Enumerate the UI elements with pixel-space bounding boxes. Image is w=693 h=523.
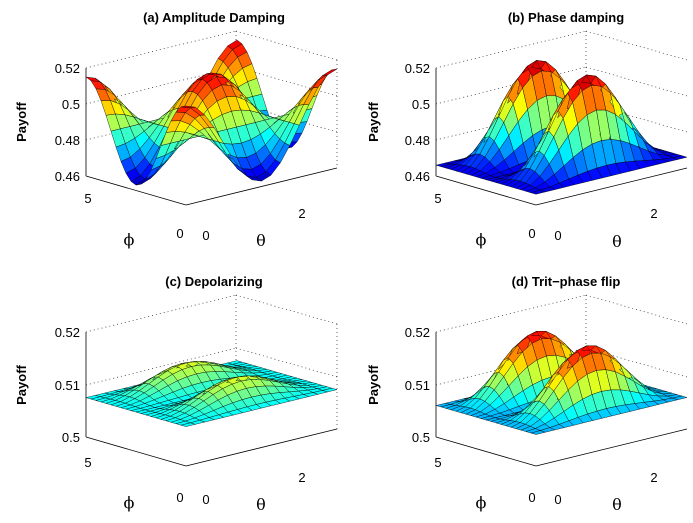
panel-a-grid-line <box>235 30 338 61</box>
panel-b: (b) Phase damping 0.52 0.5 0.48 0.46 Pay… <box>366 10 688 251</box>
panel-a-surface <box>85 39 338 186</box>
panel-a-x-tick: 0 <box>202 228 209 243</box>
panel-d-y-tick: 5 <box>434 455 441 470</box>
panel-c-x-tick: 0 <box>202 492 209 507</box>
panel-a-y-axis <box>85 175 187 206</box>
panel-c-z-label: Payoff <box>14 364 29 404</box>
panel-a-grid-line <box>85 30 237 69</box>
panel-a-title: (a) Amplitude Damping <box>143 10 285 25</box>
panel-d-y-axis <box>435 436 537 467</box>
panel-a-y-tick: 0 <box>176 226 183 241</box>
panel-a-x-label: θ <box>256 231 266 250</box>
panel-c-title: (c) Depolarizing <box>165 274 263 289</box>
panel-b-z-label: Payoff <box>366 101 381 141</box>
panel-b-title: (b) Phase damping <box>508 10 624 25</box>
panel-c-x-tick: 2 <box>298 470 305 485</box>
panel-b-y-axis <box>435 175 537 206</box>
panel-b-y-label: ϕ <box>476 230 487 249</box>
panel-c: (c) Depolarizing 0.52 0.51 0.5 Payoff 5 … <box>14 274 338 514</box>
panel-a: (a) Amplitude Damping 0.52 0.5 0.48 0.46… <box>14 10 338 250</box>
panel-c-z-tick: 0.51 <box>55 378 80 393</box>
panel-c-grid-line <box>85 294 237 333</box>
panel-d-z-label: Payoff <box>366 364 381 404</box>
panel-c-x-axis <box>185 428 338 467</box>
panel-b-x-label: θ <box>612 232 622 251</box>
panel-d-x-label: θ <box>612 495 622 514</box>
panel-c-grid-line <box>85 347 237 386</box>
panel-d-title: (d) Trit−phase flip <box>512 274 621 289</box>
panel-b-grid-line <box>435 66 587 105</box>
panel-a-z-tick: 0.52 <box>55 61 80 76</box>
surface-patch <box>671 395 688 401</box>
panel-d-y-label: ϕ <box>476 493 487 512</box>
panel-b-x-axis <box>535 167 688 206</box>
panel-a-x-axis <box>185 167 338 206</box>
panel-b-surface <box>435 60 688 195</box>
panel-a-z-tick: 0.46 <box>55 169 80 184</box>
panel-c-y-tick: 0 <box>176 490 183 505</box>
panel-a-y-label: ϕ <box>124 230 135 249</box>
panel-b-grid-line <box>435 30 587 69</box>
panel-a-z-label: Payoff <box>14 101 29 141</box>
panel-a-z-tick: 0.5 <box>62 97 80 112</box>
panel-c-walls <box>85 294 338 429</box>
panel-a-z-tick: 0.48 <box>55 133 80 148</box>
panel-b-x-tick: 2 <box>650 206 657 221</box>
panel-a-grid-line <box>235 66 338 97</box>
panel-b-x-tick: 0 <box>554 228 561 243</box>
panel-c-z-tick: 0.52 <box>55 325 80 340</box>
panel-c-z-tick: 0.5 <box>62 430 80 445</box>
panel-d-z-tick: 0.5 <box>412 430 430 445</box>
panel-c-y-axis <box>85 436 187 467</box>
panel-c-x-label: θ <box>256 495 266 514</box>
panel-b-grid-line <box>585 102 688 133</box>
panel-b-z-tick: 0.48 <box>405 133 430 148</box>
panel-d-surface <box>435 330 688 435</box>
panel-c-grid-line <box>235 347 338 378</box>
panel-d-z-tick: 0.51 <box>405 378 430 393</box>
panel-d-z-tick: 0.52 <box>405 325 430 340</box>
panel-b-y-tick: 0 <box>528 226 535 241</box>
surface-patch <box>321 387 338 393</box>
panel-b-z-tick: 0.46 <box>405 169 430 184</box>
panel-c-y-tick: 5 <box>84 455 91 470</box>
panel-d: (d) Trit−phase flip 0.52 0.51 0.5 Payoff… <box>366 274 688 514</box>
panel-d-grid-line <box>585 347 688 378</box>
panel-b-grid-line <box>585 66 688 97</box>
panel-b-grid-line <box>585 30 688 61</box>
panel-b-z-tick: 0.52 <box>405 61 430 76</box>
panel-d-grid-line <box>435 294 587 333</box>
surface-patch <box>322 68 338 76</box>
panel-c-y-label: ϕ <box>124 493 135 512</box>
panel-d-x-tick: 0 <box>554 492 561 507</box>
panel-d-x-tick: 2 <box>650 470 657 485</box>
panel-c-surface <box>85 360 338 427</box>
panel-a-x-tick: 2 <box>298 206 305 221</box>
panel-a-y-tick: 5 <box>84 191 91 206</box>
panel-d-x-axis <box>535 428 688 467</box>
panel-d-grid-line <box>585 294 688 325</box>
panel-d-y-tick: 0 <box>528 490 535 505</box>
surface-patch <box>671 155 688 160</box>
panel-b-z-tick: 0.5 <box>412 97 430 112</box>
panel-b-y-tick: 5 <box>434 191 441 206</box>
panel-c-grid-line <box>235 294 338 325</box>
